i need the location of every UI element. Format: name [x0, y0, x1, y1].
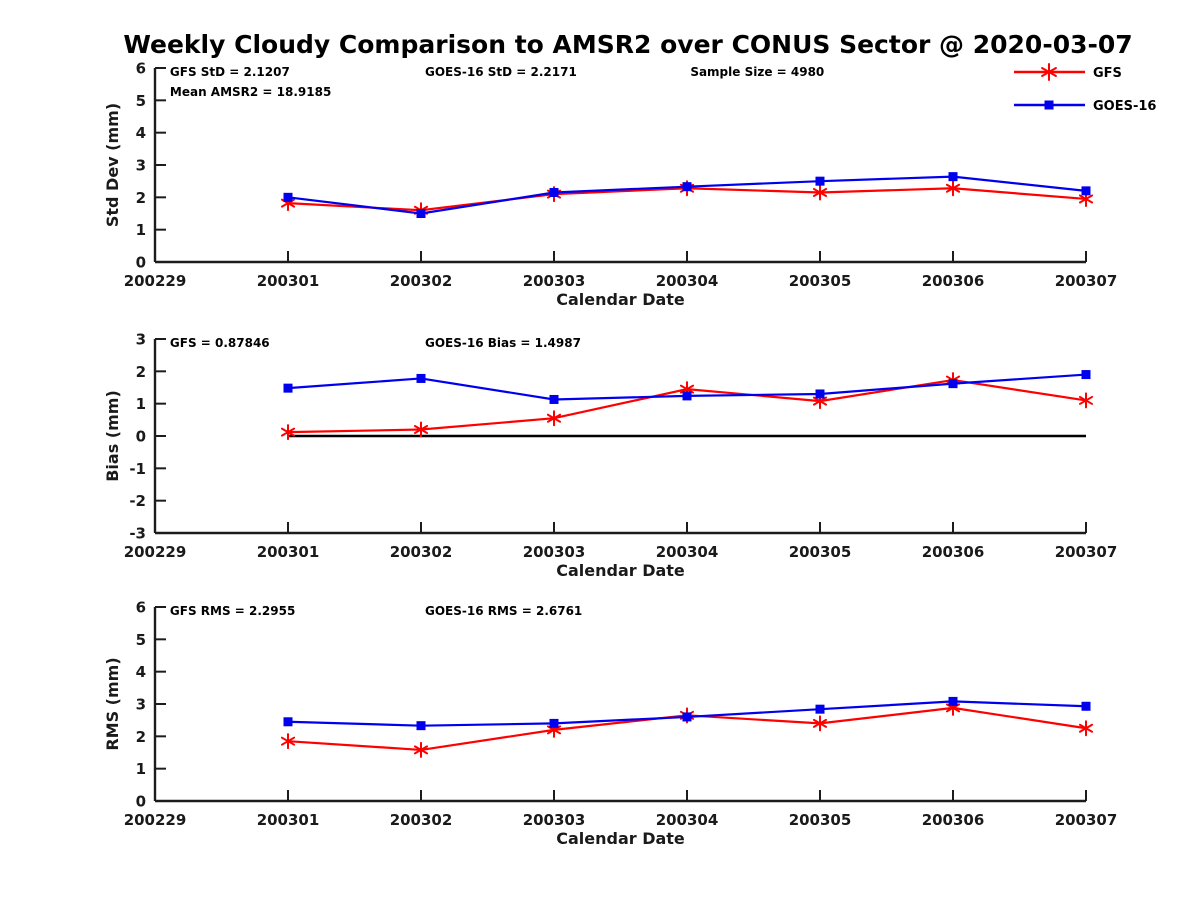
std-dev-annotation: GFS StD = 2.1207	[170, 65, 290, 79]
rms-annotation: GFS RMS = 2.2955	[170, 604, 295, 618]
rms-goes-16-marker	[283, 717, 293, 727]
bias-y-tick-label: -3	[129, 525, 146, 543]
bias-goes-16-marker	[815, 389, 825, 399]
rms-goes-16-marker	[1081, 701, 1091, 711]
std-dev-x-tick-label: 200306	[922, 272, 985, 290]
bias-y-tick-label: 2	[136, 363, 146, 381]
std-dev-xlabel: Calendar Date	[556, 290, 685, 309]
rms-annotation: GOES-16 RMS = 2.6761	[425, 604, 582, 618]
bias-y-tick-label: 3	[136, 331, 146, 349]
std-dev-y-tick-label: 4	[136, 124, 146, 142]
bias-gfs-marker	[413, 421, 429, 438]
stddev-subplot: 0 1 2 3 4 5 6 200229 200301 200302 200303 200304 200…	[103, 60, 1156, 310]
std-dev-annotation: Mean AMSR2 = 18.9185	[170, 85, 331, 99]
legend-star-marker	[1041, 63, 1057, 81]
std-dev-x-tick-label: 200302	[390, 272, 453, 290]
rms-x-tick-label: 200306	[922, 811, 985, 829]
bias-x-tick-label: 200301	[257, 543, 320, 561]
bias-xlabel: Calendar Date	[556, 561, 685, 580]
rms-goes-16-marker	[682, 712, 692, 722]
bias-annotation: GOES-16 Bias = 1.4987	[425, 336, 581, 350]
rms-goes-16-marker	[549, 718, 559, 728]
rms-subplot: 0 1 2 3 4 5 6 200229 200301 200302 200303 200304 200…	[103, 599, 1118, 849]
std-dev-y-tick-label: 0	[136, 254, 146, 272]
bias-x-tick-label: 200306	[922, 543, 985, 561]
rms-y-tick-label: 6	[136, 599, 146, 617]
legend-label-goes-16: GOES-16	[1093, 99, 1156, 114]
std-dev-annotation: Sample Size = 4980	[690, 65, 824, 79]
rms-goes-16-marker	[416, 721, 426, 731]
std-dev-goes-16-marker	[1081, 186, 1091, 196]
std-dev-goes-16-marker	[948, 172, 958, 182]
bias-goes-16-marker	[549, 394, 559, 404]
rms-y-tick-label: 1	[136, 760, 146, 778]
rms-y-tick-label: 3	[136, 696, 146, 714]
std-dev-x-tick-label: 200304	[656, 272, 719, 290]
bias-ylabel: Bias (mm)	[103, 390, 122, 482]
rms-goes-16-marker	[815, 704, 825, 714]
legend-label-gfs: GFS	[1093, 66, 1122, 81]
bias-y-tick-label: -1	[129, 460, 146, 478]
rms-y-tick-label: 2	[136, 728, 146, 746]
rms-gfs-marker	[413, 741, 429, 758]
bias-x-tick-label: 200229	[124, 543, 187, 561]
legend-square-marker	[1044, 100, 1054, 110]
bias-goes-16-marker	[682, 391, 692, 401]
bias-subplot: -3 -2 -1 0 1 2 3 200229 200301 200302 200303 200304…	[103, 331, 1118, 581]
std-dev-x-tick-label: 200307	[1055, 272, 1118, 290]
std-dev-goes-16-marker	[549, 187, 559, 197]
bias-y-tick-label: 0	[136, 428, 146, 446]
std-dev-gfs-marker	[812, 184, 828, 201]
rms-x-tick-label: 200307	[1055, 811, 1118, 829]
std-dev-gfs-marker	[945, 180, 961, 197]
bias-goes-16-marker	[283, 383, 293, 393]
std-dev-x-tick-label: 200305	[789, 272, 852, 290]
rms-y-tick-label: 0	[136, 793, 146, 811]
std-dev-ylabel: Std Dev (mm)	[103, 103, 122, 227]
rms-goes-16-marker	[948, 696, 958, 706]
bias-annotation: GFS = 0.87846	[170, 336, 270, 350]
std-dev-x-tick-label: 200301	[257, 272, 320, 290]
bias-gfs-marker	[546, 410, 562, 427]
figure-title: Weekly Cloudy Comparison to AMSR2 over C…	[123, 30, 1133, 59]
bias-x-tick-label: 200305	[789, 543, 852, 561]
rms-x-tick-label: 200302	[390, 811, 453, 829]
bias-goes-16-marker	[416, 373, 426, 383]
std-dev-goes-16-marker	[283, 192, 293, 202]
std-dev-y-tick-label: 1	[136, 221, 146, 239]
std-dev-goes-16-marker	[815, 176, 825, 186]
rms-x-tick-label: 200304	[656, 811, 719, 829]
rms-x-tick-label: 200229	[124, 811, 187, 829]
bias-gfs-marker	[280, 424, 296, 441]
rms-xlabel: Calendar Date	[556, 829, 685, 848]
std-dev-x-tick-label: 200229	[124, 272, 187, 290]
bias-x-tick-label: 200303	[523, 543, 586, 561]
rms-y-tick-label: 4	[136, 663, 146, 681]
rms-x-tick-label: 200305	[789, 811, 852, 829]
std-dev-y-tick-label: 3	[136, 157, 146, 175]
bias-x-tick-label: 200307	[1055, 543, 1118, 561]
bias-gfs-marker	[1078, 392, 1094, 409]
bias-y-tick-label: 1	[136, 395, 146, 413]
bias-goes-16-marker	[948, 379, 958, 389]
rms-gfs-marker	[1078, 720, 1094, 737]
std-dev-goes-16-marker	[682, 182, 692, 192]
bias-goes-16-marker	[1081, 370, 1091, 380]
bias-x-tick-label: 200304	[656, 543, 719, 561]
std-dev-goes-16-marker	[416, 209, 426, 218]
std-dev-y-tick-label: 6	[136, 60, 146, 78]
rms-x-tick-label: 200303	[523, 811, 586, 829]
std-dev-x-tick-label: 200303	[523, 272, 586, 290]
bias-x-tick-label: 200302	[390, 543, 453, 561]
std-dev-y-tick-label: 5	[136, 92, 146, 110]
rms-y-tick-label: 5	[136, 631, 146, 649]
rms-x-tick-label: 200301	[257, 811, 320, 829]
rms-gfs-marker	[280, 733, 296, 750]
bias-y-tick-label: -2	[129, 492, 146, 510]
std-dev-y-tick-label: 2	[136, 189, 146, 207]
rms-ylabel: RMS (mm)	[103, 657, 122, 750]
rms-gfs-marker	[812, 715, 828, 732]
std-dev-annotation: GOES-16 StD = 2.2171	[425, 65, 577, 79]
